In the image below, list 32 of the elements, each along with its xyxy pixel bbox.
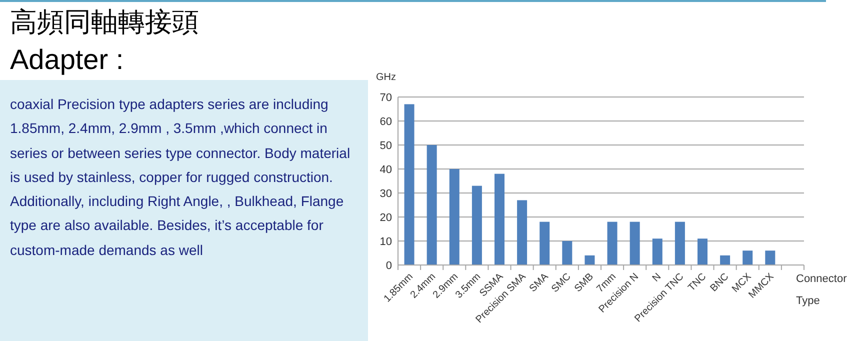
x-tick-label: N — [650, 271, 664, 284]
bar — [720, 255, 730, 265]
y-tick-label: 20 — [380, 212, 392, 224]
y-tick-label: 0 — [386, 260, 392, 272]
y-tick-label: 60 — [380, 116, 392, 128]
bar — [607, 222, 618, 265]
bar — [449, 169, 460, 265]
bar — [742, 250, 753, 265]
bar — [426, 145, 437, 265]
bar — [517, 200, 528, 265]
bar — [698, 238, 708, 265]
bar — [562, 241, 572, 265]
y-tick-label: 10 — [380, 236, 392, 248]
y-tick-label: 50 — [380, 140, 392, 152]
bar — [540, 222, 550, 265]
bar — [765, 250, 776, 265]
x-tick-label: TNC — [686, 271, 709, 294]
bar — [652, 238, 662, 265]
bar — [674, 222, 685, 265]
bar — [472, 186, 482, 265]
bar — [404, 104, 414, 265]
y-tick-label: 30 — [380, 188, 392, 200]
bar — [630, 222, 640, 265]
y-tick-label: 40 — [380, 164, 392, 176]
text: 高頻同軸轉接頭 — [10, 6, 199, 40]
y-tick-label: 70 — [380, 92, 392, 104]
y-axis-title: GHz — [376, 72, 396, 83]
bar — [494, 174, 504, 265]
x-axis-title: Connector Type — [796, 273, 848, 307]
text: Adapter : — [10, 44, 124, 76]
bar — [584, 255, 595, 265]
text: coaxial Precision type adapters series are including 1.85mm, 2.4mm, 2.9mm , 3.5mm ,which connect in series or between series type connector. Body material is used by stainless, copper for rugged construction. Additionally, including Right Angle, , Bulkhead, Flange type are also available. Besides, it’s acceptable for custom-made demands as well — [10, 95, 352, 260]
